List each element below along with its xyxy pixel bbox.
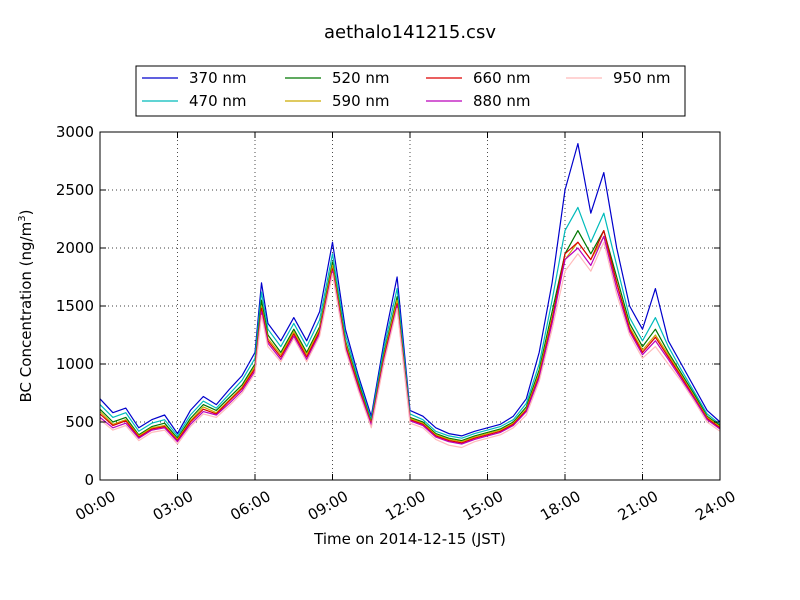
legend-label: 520 nm xyxy=(332,69,390,87)
y-tick-label: 1000 xyxy=(56,355,94,373)
x-tick-label: 21:00 xyxy=(615,487,661,524)
ticks: 00:00 03:00 06:00 09:00 12:00 15:00 18:00 21:00… xyxy=(56,123,739,524)
y-axis-label-superscript: 3 xyxy=(17,215,28,221)
legend-label: 590 nm xyxy=(332,92,390,110)
legend-box xyxy=(135,65,686,117)
x-tick-label: 03:00 xyxy=(150,487,196,524)
legend-label: 470 nm xyxy=(189,92,247,110)
legend-label: 950 nm xyxy=(613,69,671,87)
chart-title: aethalo141215.csv xyxy=(324,22,496,43)
y-tick-label: 3000 xyxy=(56,123,94,141)
series-line-370-nm xyxy=(99,143,721,437)
legend-label: 660 nm xyxy=(473,69,531,87)
y-axis-label-main: BC Concentration (ng/m xyxy=(17,222,35,403)
y-tick-label: 500 xyxy=(65,413,94,431)
x-tick-label: 12:00 xyxy=(382,487,428,524)
y-axis-label: BC Concentration (ng/m3) xyxy=(17,210,35,403)
legend-label: 370 nm xyxy=(189,69,247,87)
x-tick-label: 00:00 xyxy=(72,487,118,524)
y-axis-label-close: ) xyxy=(17,210,35,216)
x-tick-label: 18:00 xyxy=(537,487,583,524)
y-tick-label: 0 xyxy=(84,471,94,489)
x-axis-label: Time on 2014-12-15 (JST) xyxy=(313,530,506,548)
x-tick-label: 09:00 xyxy=(305,487,351,524)
x-tick-label: 15:00 xyxy=(460,487,506,524)
legend-label: 880 nm xyxy=(473,92,531,110)
series-group xyxy=(99,143,721,449)
y-tick-label: 2500 xyxy=(56,181,94,199)
y-tick-label: 1500 xyxy=(56,297,94,315)
series-line-950-nm xyxy=(99,241,721,449)
series-line-470-nm xyxy=(99,206,721,439)
legend: 370 nm 470 nm 520 nm 590 nm 660 nm 880 nm 950 … xyxy=(135,65,686,117)
y-tick-label: 2000 xyxy=(56,239,94,257)
x-tick-label: 24:00 xyxy=(692,487,738,524)
x-tick-label: 06:00 xyxy=(227,487,273,524)
